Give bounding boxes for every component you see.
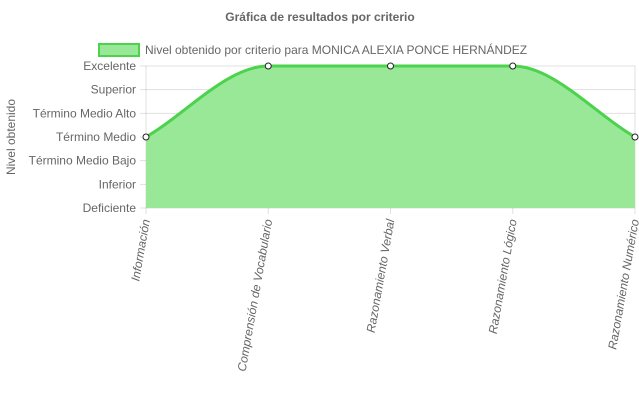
data-point[interactable] [631, 133, 639, 141]
legend[interactable]: Nivel obtenido por criterio para MONICA … [98, 42, 527, 57]
y-axis-title: Nivel obtenido [4, 99, 18, 175]
data-points [142, 62, 639, 141]
x-tick-label: Comprensión de Vocabulario [235, 218, 276, 373]
y-tick-label: Inferior [99, 177, 136, 191]
data-point[interactable] [387, 62, 394, 70]
series-area-fill [146, 66, 635, 208]
x-axis-ticks: Información Comprensión de Vocabulario Raz… [128, 218, 639, 373]
y-tick-label: Deficiente [83, 201, 137, 215]
legend-label: Nivel obtenido por criterio para MONICA … [145, 42, 527, 57]
chart-title: Gráfica de resultados por criterio [225, 10, 414, 24]
x-tick-label: Razonamiento Numérico [605, 218, 639, 351]
data-point[interactable] [264, 62, 272, 70]
legend-swatch [98, 43, 140, 57]
y-tick-label: Excelente [83, 59, 136, 73]
x-tick-label: Información [128, 218, 153, 282]
x-tick-label: Razonamiento Lógico [486, 218, 520, 335]
plot-area [145, 64, 636, 208]
x-tick-label: Razonamiento Verbal [364, 218, 398, 334]
data-point[interactable] [509, 62, 517, 70]
y-tick-label: Término Medio [56, 130, 136, 144]
y-axis-ticks: Deficiente Inferior Término Medio Bajo Térm… [29, 59, 137, 215]
data-point[interactable] [142, 133, 150, 141]
y-tick-label: Superior [91, 83, 136, 97]
y-tick-label: Término Medio Bajo [29, 154, 137, 168]
y-tick-label: Término Medio Alto [33, 106, 137, 120]
